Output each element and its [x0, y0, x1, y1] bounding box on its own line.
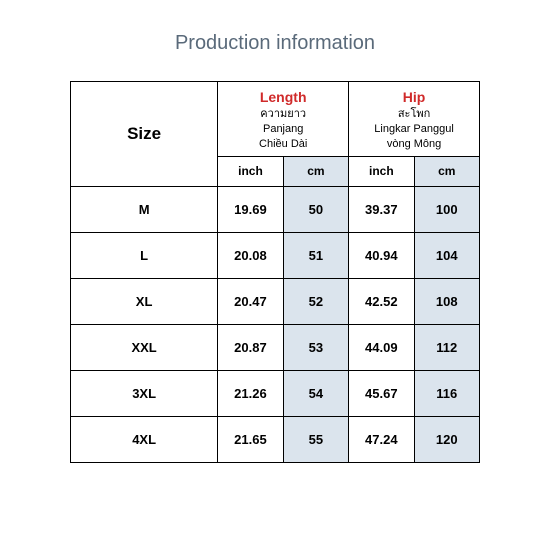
length-cm-cell: 50	[283, 186, 348, 232]
hip-eng: Hip	[403, 89, 426, 105]
table-row: XL20.475242.52108	[71, 278, 480, 324]
hip-cm-unit: cm	[414, 156, 479, 186]
length-inch-cell: 19.69	[218, 186, 283, 232]
size-cell: XXL	[71, 324, 218, 370]
hip-header: Hip สะโพก Lingkar Panggul vòng Mông	[349, 82, 480, 157]
length-cm-cell: 52	[283, 278, 348, 324]
length-cm-unit: cm	[283, 156, 348, 186]
hip-cm-cell: 120	[414, 416, 479, 462]
length-cm-cell: 51	[283, 232, 348, 278]
table-row: M19.695039.37100	[71, 186, 480, 232]
length-eng: Length	[260, 89, 307, 105]
hip-th: สะโพก	[351, 107, 477, 122]
hip-cm-cell: 116	[414, 370, 479, 416]
size-cell: 4XL	[71, 416, 218, 462]
length-inch-cell: 20.08	[218, 232, 283, 278]
hip-id: Lingkar Panggul	[351, 122, 477, 137]
size-table: Size Length ความยาว Panjang Chiều Dài Hi…	[70, 81, 480, 463]
table-row: XXL20.875344.09112	[71, 324, 480, 370]
page-title: Production information	[175, 32, 375, 55]
size-cell: XL	[71, 278, 218, 324]
hip-inch-cell: 42.52	[349, 278, 414, 324]
length-id: Panjang	[220, 122, 346, 137]
table-row: 3XL21.265445.67116	[71, 370, 480, 416]
table-row: L20.085140.94104	[71, 232, 480, 278]
hip-inch-cell: 39.37	[349, 186, 414, 232]
length-inch-cell: 20.47	[218, 278, 283, 324]
hip-inch-cell: 47.24	[349, 416, 414, 462]
size-cell: L	[71, 232, 218, 278]
hip-inch-cell: 44.09	[349, 324, 414, 370]
length-cm-cell: 55	[283, 416, 348, 462]
hip-inch-cell: 40.94	[349, 232, 414, 278]
table-row: 4XL21.655547.24120	[71, 416, 480, 462]
length-header: Length ความยาว Panjang Chiều Dài	[218, 82, 349, 157]
length-th: ความยาว	[220, 107, 346, 122]
size-header: Size	[71, 82, 218, 187]
hip-vi: vòng Mông	[351, 137, 477, 152]
length-inch-cell: 21.26	[218, 370, 283, 416]
hip-cm-cell: 108	[414, 278, 479, 324]
hip-cm-cell: 104	[414, 232, 479, 278]
hip-cm-cell: 100	[414, 186, 479, 232]
size-cell: M	[71, 186, 218, 232]
length-cm-cell: 54	[283, 370, 348, 416]
hip-cm-cell: 112	[414, 324, 479, 370]
length-cm-cell: 53	[283, 324, 348, 370]
length-inch-cell: 21.65	[218, 416, 283, 462]
length-inch-cell: 20.87	[218, 324, 283, 370]
length-vi: Chiều Dài	[220, 137, 346, 152]
length-inch-unit: inch	[218, 156, 283, 186]
hip-inch-cell: 45.67	[349, 370, 414, 416]
size-cell: 3XL	[71, 370, 218, 416]
hip-inch-unit: inch	[349, 156, 414, 186]
